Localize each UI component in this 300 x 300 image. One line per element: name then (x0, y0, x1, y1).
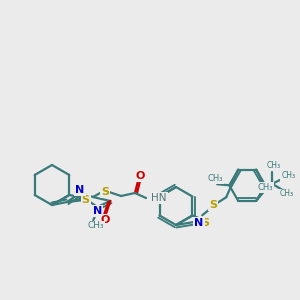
Text: CH₃: CH₃ (266, 161, 280, 170)
Text: N: N (75, 185, 85, 195)
Text: S: S (202, 218, 209, 229)
Text: S: S (209, 200, 217, 210)
Text: CH₃: CH₃ (279, 189, 293, 198)
Text: N: N (93, 206, 102, 216)
Text: O: O (100, 215, 110, 225)
Text: O: O (135, 171, 145, 181)
Text: CH₃: CH₃ (257, 183, 273, 192)
Text: N: N (194, 218, 204, 228)
Text: CH₃: CH₃ (87, 221, 104, 230)
Text: N: N (90, 222, 97, 232)
Text: HN: HN (151, 193, 167, 203)
Text: CH₃: CH₃ (208, 174, 223, 183)
Text: S: S (101, 187, 109, 197)
Text: S: S (82, 195, 90, 205)
Text: CH₃: CH₃ (281, 171, 295, 180)
